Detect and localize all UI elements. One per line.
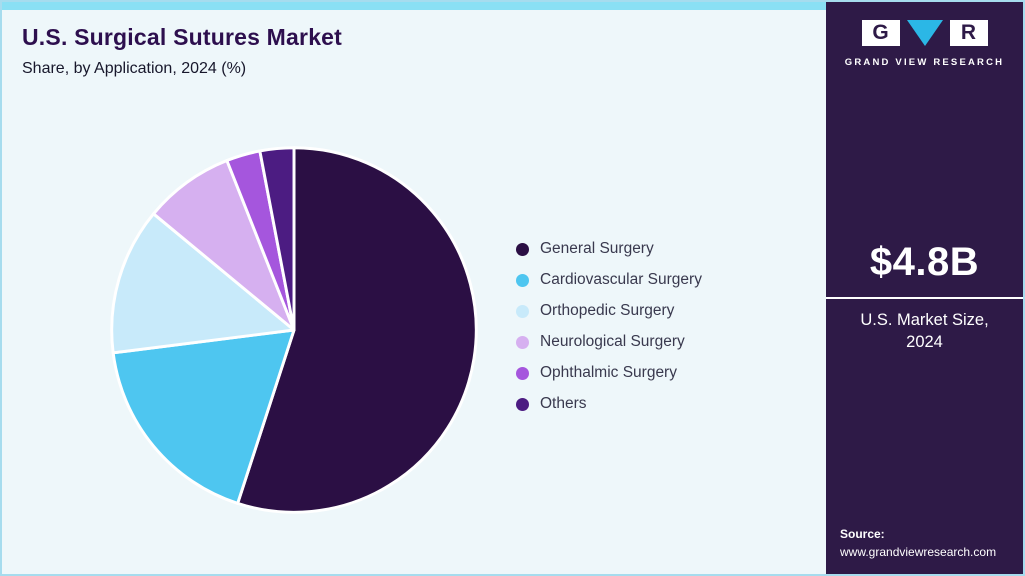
pie-slice-others: [258, 146, 296, 332]
header: U.S. Surgical Sutures Market Share, by A…: [22, 24, 342, 78]
sidebar: G R GRAND VIEW RESEARCH $4.8B U.S. Marke…: [826, 2, 1023, 574]
logo-letter-r: R: [949, 20, 988, 46]
legend-dot: [516, 335, 529, 349]
source-label: Source:: [840, 526, 885, 541]
logo-letter-g: G: [861, 20, 900, 46]
legend-dot: [516, 273, 529, 287]
pie-slice-neurological-surgery: [152, 159, 296, 332]
legend-dot: [516, 397, 529, 411]
pie-slice-cardiovascular-surgery: [111, 328, 296, 505]
pie-svg: [110, 146, 478, 514]
top-accent-strip: [2, 2, 828, 10]
legend-label: Orthopedic Surgery: [540, 302, 675, 319]
legend: General Surgery Cardiovascular Surgery Ort…: [516, 240, 702, 413]
pie-slice-orthopedic-surgery: [110, 212, 296, 355]
market-size-divider: [826, 297, 1023, 299]
legend-item: Cardiovascular Surgery: [516, 271, 702, 289]
legend-dot: [516, 366, 529, 380]
market-size-block: $4.8B U.S. Market Size, 2024: [826, 240, 1023, 354]
page-subtitle: Share, by Application, 2024 (%): [22, 60, 247, 77]
legend-item: Others: [516, 395, 702, 413]
legend-label: Ophthalmic Surgery: [540, 364, 677, 381]
logo-glyphs: G R: [861, 20, 988, 48]
brand-name: GRAND VIEW RESEARCH: [844, 57, 1005, 68]
page-title: U.S. Surgical Sutures Market: [22, 24, 343, 50]
market-size-label: U.S. Market Size, 2024: [860, 311, 989, 352]
legend-label: Cardiovascular Surgery: [540, 271, 702, 288]
market-size-value: $4.8B: [869, 240, 980, 284]
legend-label: General Surgery: [540, 240, 654, 257]
legend-item: Orthopedic Surgery: [516, 302, 702, 320]
legend-item: Ophthalmic Surgery: [516, 364, 702, 382]
legend-item: Neurological Surgery: [516, 333, 702, 351]
source-block: Source: www.grandviewresearch.com: [840, 525, 996, 562]
brand-logo: G R GRAND VIEW RESEARCH: [826, 20, 1023, 68]
logo-triangle-v-icon: [906, 20, 943, 46]
legend-item: General Surgery: [516, 240, 702, 258]
pie-slice-general-surgery: [236, 146, 478, 514]
legend-dot: [516, 304, 529, 318]
pie-chart: [98, 134, 490, 526]
source-url: www.grandviewresearch.com: [840, 545, 997, 560]
legend-dot: [516, 242, 529, 256]
legend-label: Neurological Surgery: [540, 333, 685, 350]
legend-label: Others: [540, 395, 587, 412]
